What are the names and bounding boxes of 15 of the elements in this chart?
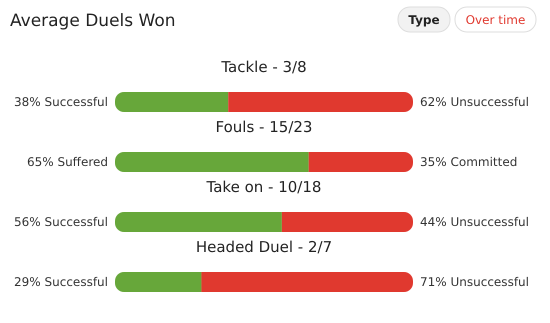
y-tick-label: Take on - 10/18: [206, 178, 322, 196]
type-button: Type: [398, 6, 450, 32]
data-label: 62% Unsuccessful: [420, 95, 529, 109]
y-tick-label: Headed Duel - 2/7: [196, 238, 332, 256]
data-label: 38% Successful: [14, 95, 108, 109]
data-label: 65% Suffered: [26, 155, 108, 169]
chart-title: Average Duels Won: [10, 11, 176, 31]
data-label: 35% Committed: [420, 155, 518, 169]
data-label: 71% Unsuccessful: [420, 275, 529, 289]
y-tick-label: Tackle - 3/8: [220, 58, 307, 76]
data-label: 44% Unsuccessful: [420, 215, 529, 229]
data-label: 56% Successful: [14, 215, 108, 229]
y-tick-label: Fouls - 15/23: [216, 118, 312, 136]
over-time-button: Over time: [454, 6, 536, 32]
data-label: 29% Successful: [14, 275, 108, 289]
